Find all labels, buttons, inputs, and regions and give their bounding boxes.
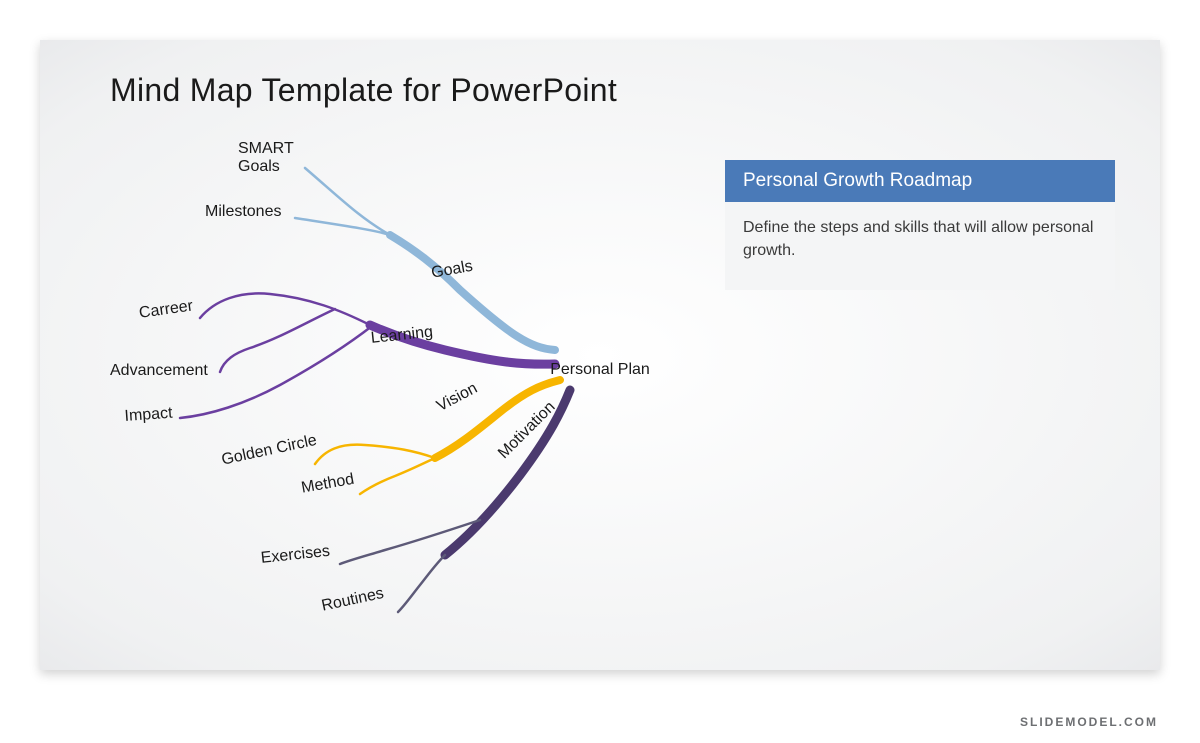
branch-routines — [398, 555, 445, 612]
branch-golden — [315, 445, 435, 464]
branch-smart — [305, 168, 390, 235]
branch-method — [360, 458, 435, 494]
branch-impact — [180, 326, 372, 418]
node-smart: SMART Goals — [238, 140, 294, 177]
slide: Mind Map Template for PowerPoint Persona… — [40, 40, 1160, 670]
branch-carreer — [200, 293, 370, 325]
footer-brand: SLIDEMODEL.COM — [1020, 715, 1158, 729]
node-milestones: Milestones — [205, 203, 281, 221]
page: Mind Map Template for PowerPoint Persona… — [0, 0, 1200, 743]
node-advancement: Advancement — [110, 362, 208, 380]
center-label: Personal Plan — [550, 360, 650, 380]
node-impact: Impact — [124, 405, 173, 427]
